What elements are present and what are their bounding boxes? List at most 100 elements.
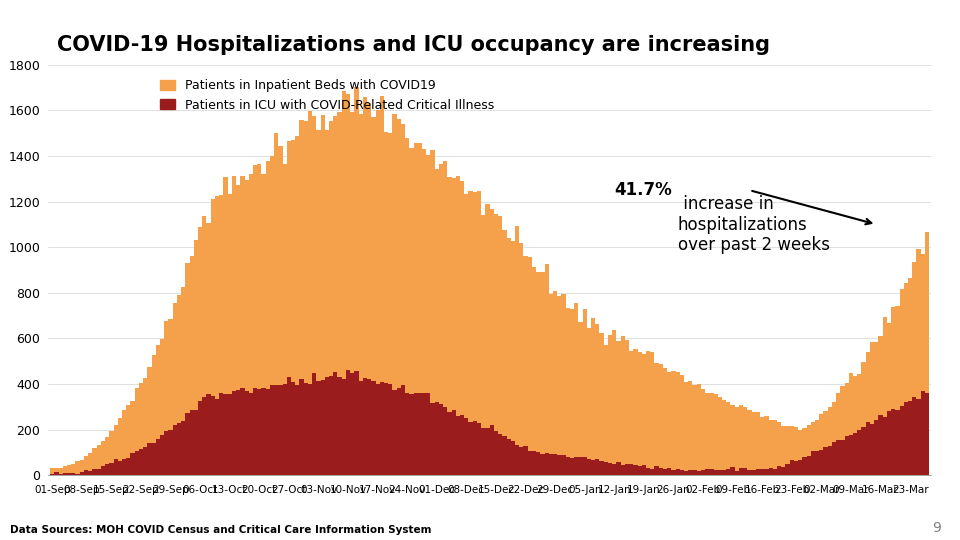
Bar bbox=[468, 191, 472, 475]
Bar bbox=[266, 389, 270, 475]
Bar bbox=[97, 469, 101, 475]
Bar bbox=[456, 176, 460, 475]
Bar bbox=[760, 469, 764, 475]
Bar bbox=[574, 303, 578, 475]
Bar bbox=[228, 394, 231, 475]
Bar bbox=[557, 455, 562, 475]
Bar bbox=[198, 227, 203, 475]
Bar bbox=[641, 465, 646, 475]
Bar bbox=[705, 469, 709, 475]
Bar bbox=[118, 418, 122, 475]
Bar bbox=[418, 143, 422, 475]
Bar bbox=[574, 457, 578, 475]
Bar bbox=[634, 465, 637, 475]
Bar bbox=[701, 389, 705, 475]
Bar bbox=[206, 394, 210, 475]
Bar bbox=[637, 352, 641, 475]
Bar bbox=[662, 368, 667, 475]
Bar bbox=[739, 468, 743, 475]
Bar bbox=[384, 383, 388, 475]
Bar bbox=[282, 384, 287, 475]
Bar bbox=[435, 402, 439, 475]
Bar bbox=[308, 111, 312, 475]
Bar bbox=[287, 377, 291, 475]
Bar bbox=[815, 420, 819, 475]
Bar bbox=[414, 393, 418, 475]
Bar bbox=[731, 406, 734, 475]
Bar bbox=[785, 464, 790, 475]
Bar bbox=[595, 459, 599, 475]
Bar bbox=[625, 463, 629, 475]
Bar bbox=[840, 440, 845, 475]
Bar bbox=[375, 110, 380, 475]
Bar bbox=[405, 393, 409, 475]
Bar bbox=[781, 426, 785, 475]
Bar bbox=[756, 469, 760, 475]
Bar bbox=[346, 94, 350, 475]
Bar bbox=[118, 461, 122, 475]
Bar bbox=[709, 469, 713, 475]
Bar bbox=[507, 238, 511, 475]
Bar bbox=[160, 339, 164, 475]
Bar bbox=[583, 309, 587, 475]
Bar bbox=[55, 468, 59, 475]
Bar bbox=[502, 436, 507, 475]
Bar bbox=[692, 385, 697, 475]
Bar bbox=[109, 431, 113, 475]
Bar bbox=[393, 114, 396, 475]
Bar bbox=[486, 205, 490, 475]
Bar bbox=[164, 321, 168, 475]
Bar bbox=[296, 386, 300, 475]
Bar bbox=[832, 442, 836, 475]
Bar bbox=[785, 426, 790, 475]
Bar bbox=[828, 407, 832, 475]
Bar bbox=[803, 457, 806, 475]
Bar bbox=[523, 255, 528, 475]
Bar bbox=[528, 451, 532, 475]
Bar bbox=[845, 383, 849, 475]
Bar bbox=[570, 309, 574, 475]
Bar bbox=[870, 424, 875, 475]
Bar bbox=[380, 382, 384, 475]
Text: increase in
hospitalizations
over past 2 weeks: increase in hospitalizations over past 2… bbox=[678, 195, 829, 254]
Bar bbox=[549, 294, 553, 475]
Bar bbox=[173, 302, 177, 475]
Bar bbox=[219, 393, 224, 475]
Bar bbox=[257, 389, 261, 475]
Bar bbox=[743, 407, 748, 475]
Bar bbox=[147, 367, 152, 475]
Bar bbox=[338, 377, 342, 475]
Bar bbox=[794, 461, 798, 475]
Bar bbox=[426, 155, 430, 475]
Bar bbox=[616, 462, 620, 475]
Bar bbox=[359, 381, 363, 475]
Bar bbox=[228, 194, 231, 475]
Bar bbox=[134, 451, 139, 475]
Bar bbox=[676, 372, 680, 475]
Bar bbox=[612, 330, 616, 475]
Bar bbox=[224, 178, 228, 475]
Bar bbox=[240, 388, 245, 475]
Bar bbox=[498, 215, 502, 475]
Bar bbox=[372, 117, 375, 475]
Bar bbox=[587, 460, 591, 475]
Bar bbox=[401, 385, 405, 475]
Bar bbox=[282, 164, 287, 475]
Bar bbox=[236, 185, 240, 475]
Bar bbox=[713, 394, 718, 475]
Bar bbox=[828, 446, 832, 475]
Bar bbox=[781, 467, 785, 475]
Bar bbox=[472, 192, 477, 475]
Bar bbox=[722, 400, 727, 475]
Bar bbox=[367, 104, 372, 475]
Bar bbox=[451, 178, 456, 475]
Bar bbox=[824, 447, 828, 475]
Bar bbox=[748, 470, 752, 475]
Bar bbox=[896, 410, 900, 475]
Bar bbox=[562, 455, 565, 475]
Bar bbox=[219, 195, 224, 475]
Bar bbox=[249, 393, 252, 475]
Bar bbox=[912, 397, 917, 475]
Bar bbox=[59, 474, 62, 475]
Bar bbox=[430, 403, 435, 475]
